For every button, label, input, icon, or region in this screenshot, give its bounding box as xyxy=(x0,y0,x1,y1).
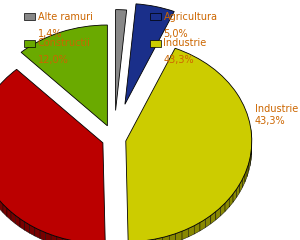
Polygon shape xyxy=(40,230,46,240)
Polygon shape xyxy=(247,163,249,177)
Wedge shape xyxy=(116,10,127,110)
Polygon shape xyxy=(149,239,156,240)
Text: Constructii: Constructii xyxy=(38,38,90,48)
Polygon shape xyxy=(20,219,25,230)
Text: Industrie: Industrie xyxy=(164,38,207,48)
Polygon shape xyxy=(200,219,206,231)
Polygon shape xyxy=(206,216,211,228)
Polygon shape xyxy=(0,200,3,213)
Polygon shape xyxy=(229,194,233,207)
Polygon shape xyxy=(51,235,57,240)
Polygon shape xyxy=(156,237,163,240)
Polygon shape xyxy=(225,199,229,211)
FancyBboxPatch shape xyxy=(150,13,160,20)
Polygon shape xyxy=(63,238,69,240)
Polygon shape xyxy=(35,228,40,239)
Polygon shape xyxy=(194,222,200,234)
Polygon shape xyxy=(211,211,216,224)
Polygon shape xyxy=(249,157,250,171)
Polygon shape xyxy=(30,225,35,236)
Polygon shape xyxy=(169,234,176,240)
FancyBboxPatch shape xyxy=(24,13,34,20)
Polygon shape xyxy=(15,215,20,227)
Polygon shape xyxy=(11,212,15,224)
Polygon shape xyxy=(57,237,63,240)
Polygon shape xyxy=(251,130,252,144)
FancyBboxPatch shape xyxy=(150,40,160,47)
Polygon shape xyxy=(236,184,240,198)
Text: Alte ramuri: Alte ramuri xyxy=(38,12,92,22)
Polygon shape xyxy=(163,236,169,240)
Wedge shape xyxy=(21,25,107,126)
Polygon shape xyxy=(245,168,247,182)
Polygon shape xyxy=(242,174,245,187)
Text: 5,0%: 5,0% xyxy=(164,29,188,39)
FancyBboxPatch shape xyxy=(24,40,34,47)
Polygon shape xyxy=(216,207,220,220)
Polygon shape xyxy=(176,231,182,240)
Polygon shape xyxy=(220,203,225,216)
Text: Industrie
43,3%: Industrie 43,3% xyxy=(255,104,298,126)
Wedge shape xyxy=(125,4,174,104)
Polygon shape xyxy=(7,208,11,220)
Polygon shape xyxy=(233,189,236,202)
Polygon shape xyxy=(25,222,30,233)
Text: 1,4%: 1,4% xyxy=(38,29,62,39)
Polygon shape xyxy=(3,204,7,216)
Polygon shape xyxy=(250,152,251,166)
Polygon shape xyxy=(240,179,242,192)
Polygon shape xyxy=(46,233,51,240)
Text: 43,3%: 43,3% xyxy=(164,55,194,65)
Polygon shape xyxy=(182,228,188,240)
Polygon shape xyxy=(251,146,252,160)
Text: Agricultura: Agricultura xyxy=(164,12,217,22)
Polygon shape xyxy=(188,226,194,237)
Wedge shape xyxy=(0,69,105,240)
Wedge shape xyxy=(126,48,252,240)
Text: 12,0%: 12,0% xyxy=(38,55,68,65)
